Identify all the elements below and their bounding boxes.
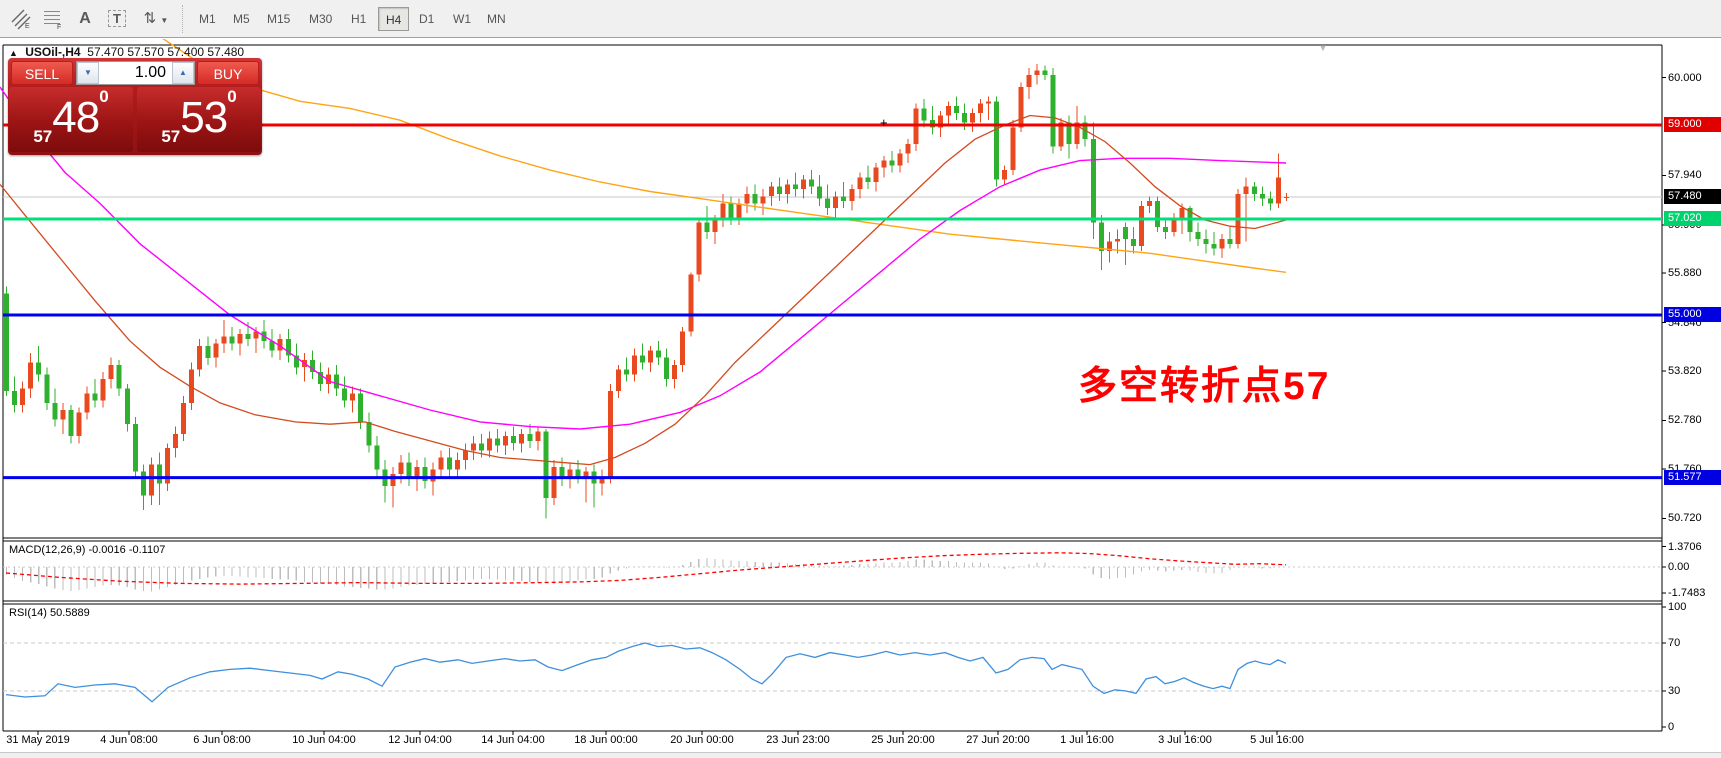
time-label: 23 Jun 23:00: [766, 734, 830, 746]
time-label: 20 Jun 00:00: [670, 734, 734, 746]
timeframe-m15[interactable]: M15: [260, 7, 297, 31]
price-tick-57.940: 57.940: [1668, 168, 1721, 183]
volume-input[interactable]: 1.00: [134, 64, 166, 81]
price-tick-52.780: 52.780: [1668, 413, 1721, 428]
window-bottom-strip: [0, 752, 1721, 758]
timeframe-m30[interactable]: M30: [302, 7, 339, 31]
price-chip-51.577: 51.577: [1664, 469, 1721, 485]
price-chart-canvas[interactable]: [0, 39, 1721, 752]
sell-button[interactable]: SELL: [11, 61, 73, 85]
rsi-tick-0: 0: [1668, 720, 1721, 734]
chart-cross-object: +: [880, 115, 888, 130]
quote-header: ▲ USOil-,H4 57.470 57.570 57.400 57.480: [9, 45, 244, 59]
timeframe-d1[interactable]: D1: [412, 7, 441, 31]
buy-price-pips: 53: [180, 93, 228, 142]
timeframe-h4[interactable]: H4: [378, 7, 410, 31]
text-box-icon[interactable]: T: [104, 6, 130, 32]
price-chip-59.000: 59.000: [1664, 117, 1721, 132]
timeframe-w1[interactable]: W1: [446, 7, 478, 31]
price-tick-50.720: 50.720: [1668, 511, 1721, 526]
time-label: 10 Jun 04:00: [292, 734, 356, 746]
rsi-tick-70: 70: [1668, 636, 1721, 650]
ohlc-values: 57.470 57.570 57.400 57.480: [87, 45, 245, 59]
macd-indicator-label: MACD(12,26,9) -0.0016 -0.1107: [9, 544, 166, 556]
price-tick-53.820: 53.820: [1668, 364, 1721, 379]
macd-histogram: [5, 558, 1272, 592]
time-label: 25 Jun 20:00: [871, 734, 935, 746]
chart-window: ▲ USOil-,H4 57.470 57.570 57.400 57.480 …: [0, 39, 1721, 752]
time-label: 12 Jun 04:00: [388, 734, 452, 746]
rsi-tick-100: 100: [1668, 600, 1721, 614]
price-chip-57.020: 57.020: [1664, 211, 1721, 227]
macd-tick-0.00: 0.00: [1668, 560, 1721, 574]
sell-price-whole: 57: [33, 127, 53, 146]
svg-text:F: F: [57, 24, 61, 30]
buy-price-panel[interactable]: 57530: [137, 87, 261, 152]
macd-tick-1.3706: 1.3706: [1668, 539, 1721, 554]
timeframe-mn[interactable]: MN: [480, 7, 513, 31]
price-tick-55.880: 55.880: [1668, 266, 1721, 281]
toolbar: E F A T ⇅ ▼ M1 M5 M15 M30 H1 H4 D1 W1 MN: [0, 0, 1721, 38]
rsi-indicator-label: RSI(14) 50.5889: [9, 607, 90, 619]
buy-price-whole: 57: [161, 127, 181, 146]
timeframe-m1[interactable]: M1: [192, 7, 223, 31]
volume-increase-button[interactable]: ▲: [172, 62, 194, 84]
svg-text:E: E: [25, 23, 30, 30]
time-label: 18 Jun 00:00: [574, 734, 638, 746]
equidistant-channel-icon[interactable]: E: [8, 6, 34, 32]
price-tick-60.000: 60.000: [1668, 70, 1721, 85]
macd-tick--1.7483: -1.7483: [1668, 586, 1721, 601]
time-label: 4 Jun 08:00: [100, 734, 158, 746]
toolbar-separator: [182, 5, 183, 33]
price-chip-57.480: 57.480: [1664, 189, 1721, 205]
time-label: 14 Jun 04:00: [481, 734, 545, 746]
sell-price-panel[interactable]: 57480: [9, 87, 133, 152]
time-label: 6 Jun 08:00: [193, 734, 251, 746]
sell-price-pips: 48: [52, 93, 100, 142]
time-label: 3 Jul 16:00: [1158, 734, 1212, 746]
volume-decrease-button[interactable]: ▼: [77, 62, 99, 84]
price-chip-55.000: 55.000: [1664, 307, 1721, 322]
timeframe-m5[interactable]: M5: [226, 7, 257, 31]
volume-stepper: ▼ 1.00 ▲: [76, 61, 195, 85]
chart-annotation-text: 多空转折点57: [1078, 365, 1331, 408]
buy-price-point: 0: [227, 87, 237, 106]
sell-price-point: 0: [99, 87, 109, 106]
time-label: 27 Jun 20:00: [966, 734, 1030, 746]
arrows-objects-icon[interactable]: ⇅ ▼: [143, 10, 169, 27]
time-label: 5 Jul 16:00: [1250, 734, 1304, 746]
time-label: 1 Jul 16:00: [1060, 734, 1114, 746]
one-click-trade-panel: SELL ▼ 1.00 ▲ BUY 57480 57530: [8, 58, 262, 155]
buy-button[interactable]: BUY: [197, 61, 259, 85]
symbol-period: USOil-,H4: [25, 45, 81, 59]
text-label-icon[interactable]: A: [79, 10, 91, 27]
collapse-triangle-icon[interactable]: ▲: [9, 48, 18, 58]
time-label: 31 May 2019: [6, 734, 70, 746]
rsi-tick-30: 30: [1668, 684, 1721, 698]
chart-marker-triangle-icon: ▼: [1318, 43, 1328, 54]
fibonacci-grid-icon[interactable]: F: [40, 6, 66, 32]
timeframe-h1[interactable]: H1: [344, 7, 373, 31]
